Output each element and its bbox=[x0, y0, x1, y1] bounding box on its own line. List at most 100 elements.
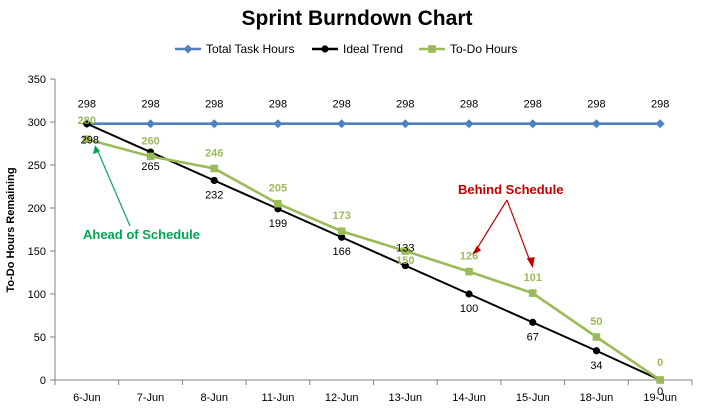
data-point bbox=[528, 119, 538, 129]
y-tick-label: 200 bbox=[28, 203, 46, 215]
data-point bbox=[655, 119, 665, 129]
data-label-todo: 150 bbox=[396, 255, 414, 267]
data-label-ideal: 133 bbox=[396, 243, 414, 255]
data-point bbox=[83, 135, 91, 143]
data-label-todo: 205 bbox=[269, 183, 287, 195]
data-point bbox=[337, 227, 346, 236]
data-label-todo: 101 bbox=[524, 272, 542, 284]
data-point bbox=[592, 333, 601, 341]
data-point bbox=[83, 120, 91, 128]
data-label-ideal: 34 bbox=[590, 360, 602, 372]
data-label-total: 298 bbox=[78, 99, 96, 111]
y-tick-label: 50 bbox=[34, 332, 46, 344]
data-point bbox=[210, 164, 219, 173]
data-label-total: 298 bbox=[205, 99, 223, 111]
data-label-todo: 50 bbox=[590, 316, 602, 328]
data-point bbox=[273, 119, 283, 129]
arrow-shaft bbox=[474, 199, 508, 252]
data-label-total: 298 bbox=[587, 99, 605, 111]
y-tick-label: 150 bbox=[28, 246, 46, 258]
data-label-total: 298 bbox=[141, 99, 159, 111]
arrow-head bbox=[93, 145, 100, 155]
y-tick-label: 0 bbox=[40, 375, 46, 387]
x-tick-label: 6-Jun bbox=[73, 392, 101, 404]
x-tick-label: 13-Jun bbox=[389, 392, 423, 404]
x-tick-label: 7-Jun bbox=[137, 392, 165, 404]
data-labels: 298 298 298 298 298 298 298 298 298 298 298 265 232 1… bbox=[78, 99, 670, 398]
legend-item: Ideal Trend bbox=[312, 42, 403, 56]
chart-title: Sprint Burndown Chart bbox=[242, 7, 473, 30]
annotation-ahead-arrow bbox=[93, 145, 131, 227]
axes: 0 50 100 150 200 250 300 350 6-Jun 7-Jun 8-Jun 11-J… bbox=[28, 74, 693, 404]
y-tick-label: 100 bbox=[28, 289, 46, 301]
annotation-behind: Behind Schedule bbox=[458, 182, 563, 197]
y-tick-label: 250 bbox=[28, 160, 46, 172]
data-label-todo: 173 bbox=[332, 210, 350, 222]
legend: Total Task Hours Ideal Trend To-Do Hours bbox=[175, 42, 517, 56]
data-point bbox=[591, 119, 601, 129]
x-tick-label: 19-Jun bbox=[643, 392, 677, 404]
data-label-total: 298 bbox=[332, 99, 350, 111]
series-to-do-hours bbox=[83, 135, 664, 384]
data-point bbox=[146, 119, 156, 129]
data-label-ideal: 265 bbox=[141, 161, 159, 173]
data-label-todo: 280 bbox=[78, 115, 96, 127]
y-tick-label: 300 bbox=[28, 117, 46, 129]
series-line bbox=[86, 122, 661, 381]
legend-marker bbox=[428, 45, 436, 53]
arrow-shaft bbox=[506, 199, 532, 264]
x-tick-label: 11-Jun bbox=[262, 392, 295, 404]
data-label-ideal: 232 bbox=[205, 189, 223, 201]
legend-label: Total Task Hours bbox=[206, 42, 294, 56]
data-label-ideal: 100 bbox=[460, 303, 478, 315]
legend-label: Ideal Trend bbox=[343, 42, 403, 56]
legend-item: Total Task Hours bbox=[175, 42, 294, 56]
data-label-ideal: 67 bbox=[527, 331, 539, 343]
y-tick-label: 350 bbox=[28, 74, 46, 86]
data-label-total: 298 bbox=[524, 99, 542, 111]
arrow-shaft bbox=[96, 148, 131, 227]
legend-item: To-Do Hours bbox=[419, 42, 517, 56]
arrow-head bbox=[472, 245, 482, 255]
x-tick-label: 8-Jun bbox=[200, 392, 228, 404]
data-label-ideal: 166 bbox=[332, 246, 350, 258]
data-label-ideal: 199 bbox=[269, 218, 287, 230]
data-label-total: 298 bbox=[396, 99, 414, 111]
data-point bbox=[465, 267, 473, 276]
data-point bbox=[210, 176, 218, 185]
data-point bbox=[209, 119, 219, 129]
data-label-total: 298 bbox=[269, 99, 287, 111]
series-total-task-hours bbox=[82, 119, 665, 129]
series-layer bbox=[82, 119, 665, 384]
data-point bbox=[464, 119, 474, 129]
arrow-head bbox=[526, 257, 535, 269]
data-label-todo: 260 bbox=[141, 135, 159, 147]
data-point bbox=[146, 152, 155, 161]
data-label-ideal: 298 bbox=[81, 135, 99, 147]
data-point bbox=[401, 247, 410, 255]
legend-marker bbox=[321, 45, 329, 53]
data-label-total: 298 bbox=[651, 99, 669, 111]
legend-marker bbox=[183, 44, 193, 54]
x-tick-label: 14-Jun bbox=[452, 392, 486, 404]
annotation-ahead: Ahead of Schedule bbox=[83, 227, 200, 242]
legend-label: To-Do Hours bbox=[450, 42, 517, 56]
data-point bbox=[656, 376, 664, 384]
data-point bbox=[274, 199, 282, 208]
data-point bbox=[528, 289, 537, 297]
data-point bbox=[401, 262, 409, 270]
data-label-todo: 246 bbox=[205, 147, 223, 159]
x-tick-label: 12-Jun bbox=[325, 392, 359, 404]
data-label-total: 298 bbox=[460, 99, 478, 111]
data-label-ideal: 0 bbox=[657, 386, 663, 398]
data-point bbox=[529, 318, 537, 326]
data-point bbox=[592, 347, 601, 355]
y-axis-label: To-Do Hours Remaining bbox=[5, 167, 17, 292]
data-point bbox=[338, 233, 346, 241]
annotations: Ahead of Schedule Behind Schedule bbox=[83, 145, 563, 269]
series-line bbox=[86, 137, 661, 382]
x-tick-label: 15-Jun bbox=[516, 392, 550, 404]
data-label-todo: 0 bbox=[657, 357, 663, 369]
